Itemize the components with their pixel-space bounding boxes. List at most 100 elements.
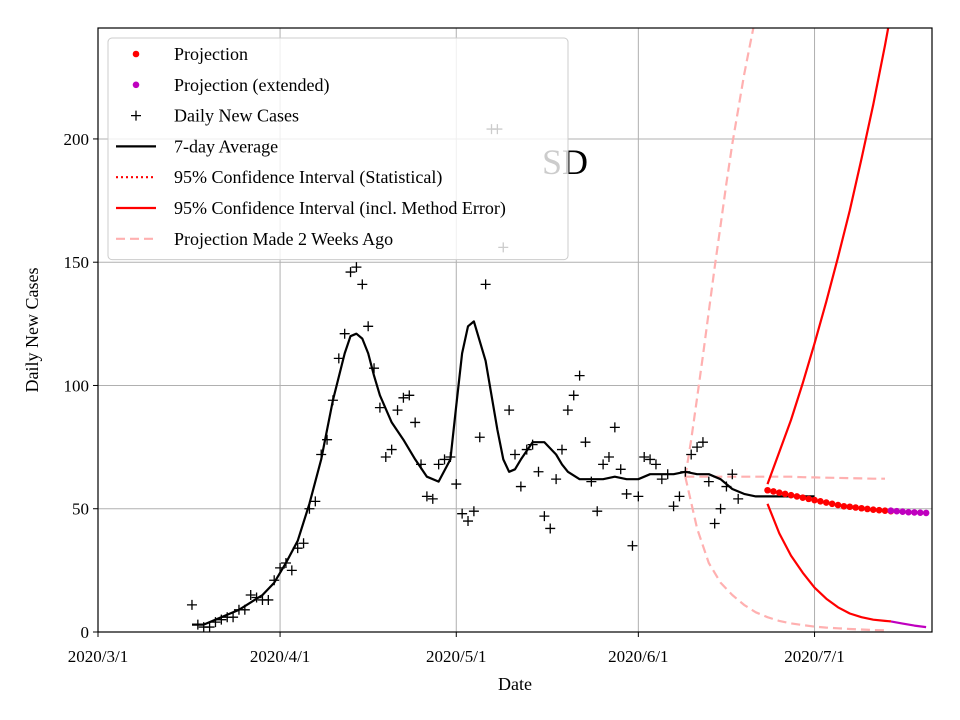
projection-point bbox=[858, 504, 865, 512]
daily-new-cases-point bbox=[468, 506, 479, 517]
projection-extended-point bbox=[905, 508, 912, 516]
daily-new-cases-point bbox=[574, 370, 585, 381]
projection-point bbox=[787, 491, 795, 499]
daily-new-cases-point bbox=[292, 543, 303, 554]
daily-new-cases-point bbox=[515, 481, 526, 492]
daily-new-cases-point bbox=[533, 466, 544, 477]
daily-new-cases-point bbox=[357, 279, 368, 290]
daily-new-cases-point bbox=[345, 267, 356, 278]
x-tick-label: 2020/5/1 bbox=[426, 647, 486, 666]
legend-marker bbox=[131, 110, 141, 121]
daily-new-cases-point bbox=[562, 405, 573, 416]
daily-new-cases-point bbox=[609, 422, 620, 433]
legend-item-95-confidence-interval-incl-method-error: 95% Confidence Interval (incl. Method Er… bbox=[116, 198, 506, 219]
legend-item-projection-made-2-weeks-ago: Projection Made 2 Weeks Ago bbox=[116, 229, 393, 249]
projection-made-2-weeks-ago-upper-line bbox=[684, 28, 755, 477]
projection-point bbox=[811, 496, 818, 504]
daily-new-cases-point bbox=[245, 590, 256, 601]
daily-new-cases-point bbox=[639, 451, 650, 462]
daily-new-cases-point bbox=[304, 503, 315, 514]
daily-new-cases-point bbox=[474, 432, 485, 443]
legend-label: 95% Confidence Interval (incl. Method Er… bbox=[174, 198, 506, 219]
plot-frame bbox=[97, 27, 933, 633]
daily-new-cases-point bbox=[210, 617, 221, 628]
daily-new-cases-point bbox=[668, 501, 679, 512]
95-confidence-interval-incl-method-error-lower-line bbox=[766, 503, 891, 623]
y-tick-label: 0 bbox=[81, 623, 90, 642]
daily-new-cases-point bbox=[239, 604, 250, 615]
daily-new-cases-point bbox=[621, 488, 632, 499]
legend-label: Projection bbox=[174, 44, 248, 64]
legend-marker bbox=[132, 81, 140, 89]
x-tick-label: 2020/7/1 bbox=[784, 647, 844, 666]
daily-new-cases-point bbox=[421, 491, 432, 502]
projection-point bbox=[770, 488, 777, 495]
daily-new-cases-point bbox=[398, 392, 409, 403]
daily-new-cases-point bbox=[545, 523, 556, 534]
daily-new-cases-point bbox=[721, 481, 732, 492]
daily-new-cases-point bbox=[697, 437, 708, 448]
daily-new-cases-point bbox=[439, 454, 450, 465]
daily-new-cases-point bbox=[204, 622, 215, 632]
projection-point bbox=[875, 506, 883, 514]
projection-point bbox=[817, 498, 824, 505]
projection-extended-point bbox=[893, 507, 901, 515]
daily-new-cases-point bbox=[374, 402, 385, 413]
daily-new-cases-point bbox=[615, 464, 626, 475]
daily-new-cases-point bbox=[480, 279, 491, 290]
daily-new-cases-point bbox=[445, 451, 456, 462]
daily-new-cases-point bbox=[733, 493, 744, 504]
axes-layer: 2020/3/1 2020/4/1 2020/5/1 2020/6/1 2020/7/1… bbox=[64, 130, 845, 666]
daily-new-cases-point bbox=[310, 496, 321, 507]
projection-point bbox=[775, 489, 783, 497]
daily-new-cases-point bbox=[527, 439, 538, 450]
daily-new-cases-point bbox=[192, 619, 203, 630]
daily-new-cases-point bbox=[380, 451, 391, 462]
legend-item-7-day-average: 7-day Average bbox=[116, 136, 278, 156]
y-tick-label: 150 bbox=[64, 253, 90, 272]
projection-point bbox=[805, 495, 812, 503]
daily-new-cases-point bbox=[427, 493, 438, 504]
daily-new-cases-point bbox=[363, 321, 374, 332]
legend-label: 95% Confidence Interval (Statistical) bbox=[174, 167, 442, 188]
projection-point bbox=[881, 507, 889, 515]
projection-extended-point bbox=[899, 508, 906, 515]
daily-new-cases-point bbox=[251, 592, 262, 603]
daily-new-cases-point bbox=[539, 511, 550, 522]
projection-point bbox=[864, 505, 871, 513]
daily-new-cases-point bbox=[580, 437, 591, 448]
daily-new-cases-point bbox=[650, 459, 661, 470]
daily-new-cases-point bbox=[286, 565, 297, 576]
projection-point bbox=[869, 506, 877, 514]
daily-new-cases-point bbox=[703, 476, 714, 487]
daily-new-cases-point bbox=[504, 405, 515, 416]
daily-new-cases-point bbox=[510, 449, 520, 460]
legend-label: 7-day Average bbox=[174, 136, 278, 156]
daily-new-cases-point bbox=[686, 449, 697, 460]
legend-item-projection-extended: Projection (extended) bbox=[132, 75, 329, 96]
projection-point bbox=[822, 499, 830, 506]
daily-new-cases-point bbox=[263, 594, 274, 605]
daily-new-cases-point bbox=[186, 599, 197, 610]
daily-new-cases-point bbox=[715, 503, 726, 514]
x-axis-label: Date bbox=[498, 674, 532, 694]
daily-new-cases-point bbox=[386, 444, 397, 455]
projection-point bbox=[834, 501, 842, 509]
daily-new-cases-point bbox=[692, 442, 703, 453]
legend: Projection Projection (extended) Daily New… bbox=[107, 37, 569, 261]
y-tick-label: 100 bbox=[64, 376, 90, 395]
daily-new-cases-point bbox=[656, 474, 667, 485]
daily-new-cases-point bbox=[662, 469, 673, 480]
legend-item-projection: Projection bbox=[132, 44, 248, 64]
plot-area bbox=[186, 28, 930, 632]
daily-new-cases-point bbox=[451, 479, 462, 490]
daily-new-cases-point bbox=[627, 540, 638, 551]
projection-point bbox=[852, 504, 859, 511]
daily-new-cases-point bbox=[298, 538, 309, 549]
daily-new-cases-point bbox=[633, 491, 644, 502]
projection-point bbox=[781, 490, 789, 498]
daily-new-cases-point bbox=[556, 444, 567, 455]
daily-new-cases-point bbox=[339, 328, 350, 339]
daily-new-cases-point bbox=[327, 395, 338, 406]
